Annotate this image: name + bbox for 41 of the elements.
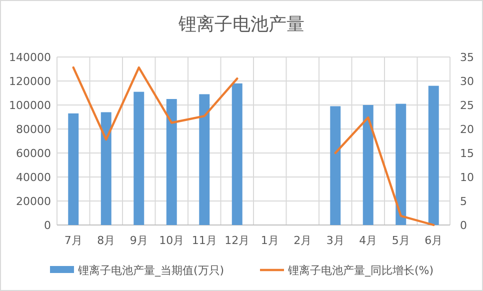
x-tick-label: 12月 xyxy=(224,234,250,247)
x-tick-label: 3月 xyxy=(326,234,344,247)
x-tick-label: 9月 xyxy=(130,234,148,247)
y-tick-label: 60000 xyxy=(16,147,51,160)
bar xyxy=(100,112,112,225)
bar xyxy=(428,86,439,225)
y2-tick-label: 5 xyxy=(460,195,467,208)
y2-tick-label: 20 xyxy=(460,123,474,136)
x-tick-label: 6月 xyxy=(424,234,443,247)
y2-tick-label: 10 xyxy=(460,171,474,184)
legend-label: 锂离子电池产量_当期值(万只) xyxy=(77,264,224,277)
bar xyxy=(232,83,242,225)
chart-title: 锂离子电池产量 xyxy=(178,14,304,35)
y2-tick-label: 25 xyxy=(460,99,474,112)
x-tick-label: 7月 xyxy=(64,234,82,247)
y2-tick-label: 15 xyxy=(460,147,474,160)
y-tick-label: 40000 xyxy=(16,171,51,184)
y-tick-label: 140000 xyxy=(9,51,51,64)
y2-tick-label: 0 xyxy=(460,219,467,232)
bar xyxy=(199,94,210,225)
y-tick-label: 0 xyxy=(44,219,51,232)
x-tick-label: 11月 xyxy=(192,234,217,247)
legend-label: 锂离子电池产量_同比增长(%) xyxy=(287,264,434,277)
y2-tick-label: 30 xyxy=(460,75,474,88)
bar xyxy=(396,104,406,225)
x-tick-label: 1月 xyxy=(260,234,279,247)
x-tick-label: 5月 xyxy=(392,234,410,247)
y-tick-label: 120000 xyxy=(9,75,51,88)
y-tick-label: 80000 xyxy=(16,123,51,136)
bar xyxy=(68,113,79,225)
bar xyxy=(166,99,177,225)
x-tick-label: 4月 xyxy=(359,234,378,247)
x-tick-label: 2月 xyxy=(294,234,312,247)
bar xyxy=(330,106,341,225)
y-tick-label: 100000 xyxy=(9,99,51,112)
bar xyxy=(362,105,374,225)
x-tick-label: 10月 xyxy=(159,234,184,247)
x-tick-label: 8月 xyxy=(97,234,116,247)
bar xyxy=(134,92,144,225)
y2-tick-label: 35 xyxy=(460,51,474,64)
y-tick-label: 20000 xyxy=(16,195,51,208)
